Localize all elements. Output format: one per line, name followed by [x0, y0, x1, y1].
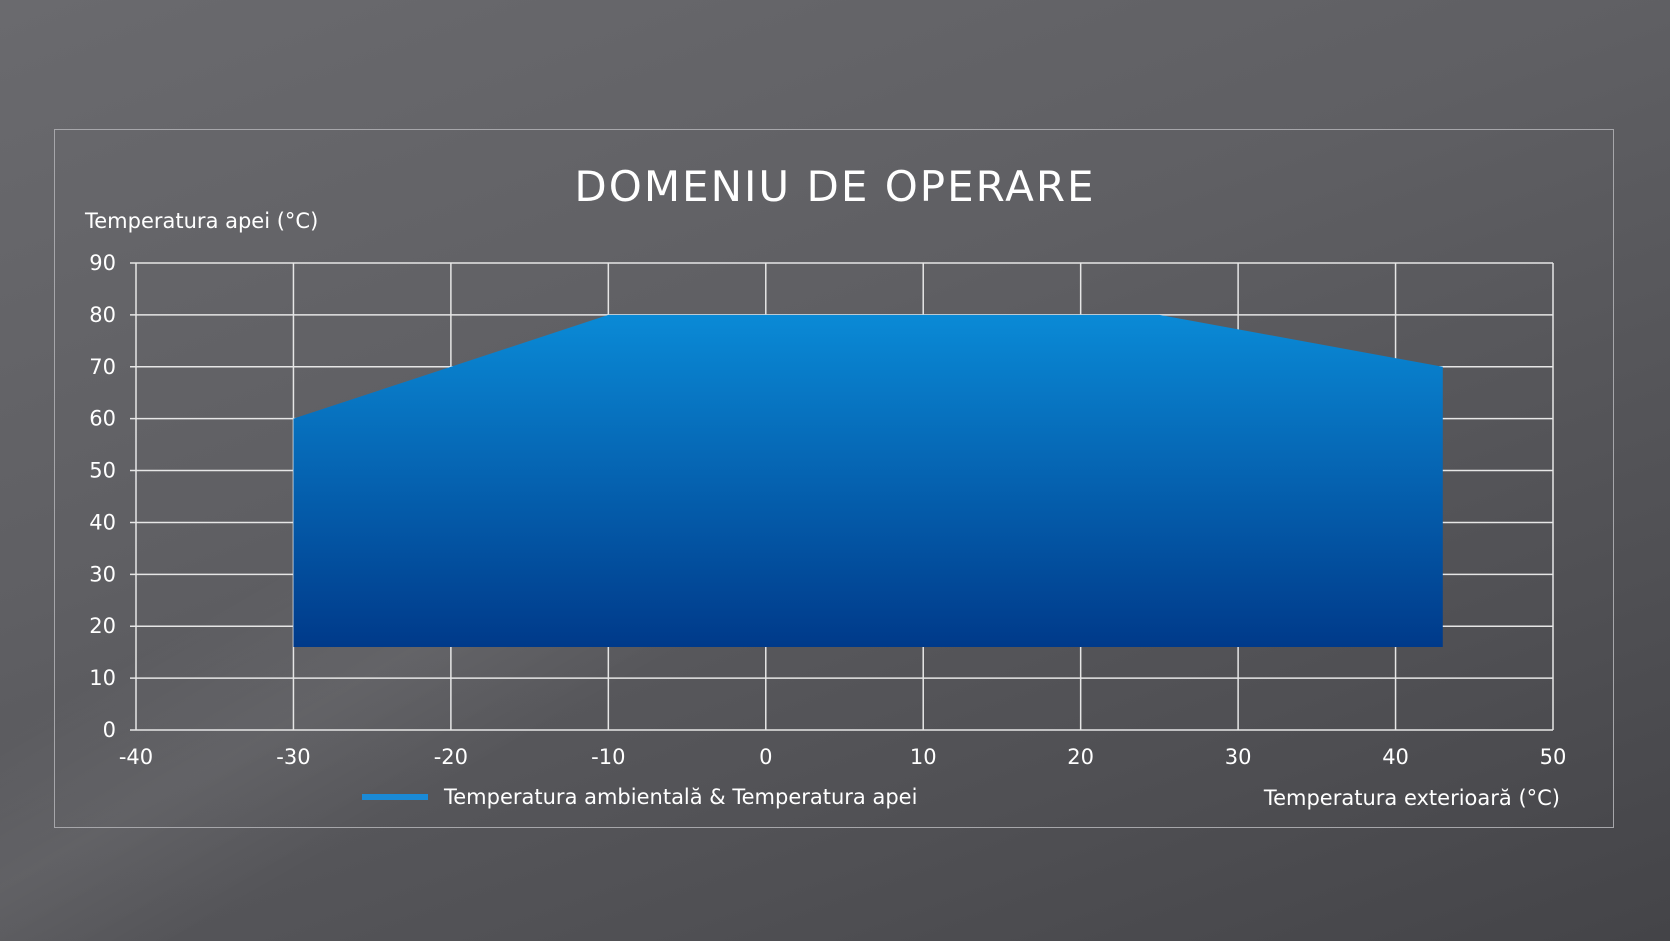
operating-range-area [293, 314, 1443, 647]
legend-label: Temperatura ambientală & Temperatura ape… [444, 785, 918, 809]
legend: Temperatura ambientală & Temperatura ape… [362, 785, 917, 809]
x-tick-label: 30 [1225, 745, 1252, 769]
y-axis-label: Temperatura apei (°C) [85, 209, 319, 233]
y-tick-label: 80 [89, 303, 116, 327]
x-tick-label: 40 [1382, 745, 1409, 769]
x-tick-label: -10 [591, 745, 625, 769]
y-tick-label: 60 [89, 407, 116, 431]
x-tick-label: 20 [1067, 745, 1094, 769]
y-tick-label: 70 [89, 355, 116, 379]
chart-frame [54, 129, 1614, 828]
x-axis-label: Temperatura exterioară (°C) [1263, 786, 1560, 810]
y-tick-label: 40 [89, 510, 116, 534]
x-tick-label: 50 [1540, 745, 1567, 769]
x-tick-label: -40 [119, 745, 153, 769]
y-tick-label: 20 [89, 614, 116, 638]
y-tick-label: 90 [89, 251, 116, 275]
legend-swatch [362, 794, 428, 800]
y-tick-label: 30 [89, 562, 116, 586]
x-tick-label: -20 [434, 745, 468, 769]
x-tick-label: -30 [276, 745, 310, 769]
y-tick-label: 50 [89, 459, 116, 483]
x-tick-label: 10 [910, 745, 937, 769]
x-tick-label: 0 [759, 745, 772, 769]
y-tick-label: 10 [89, 666, 116, 690]
chart-title: DOMENIU DE OPERARE [574, 162, 1096, 211]
y-tick-label: 0 [103, 718, 116, 742]
